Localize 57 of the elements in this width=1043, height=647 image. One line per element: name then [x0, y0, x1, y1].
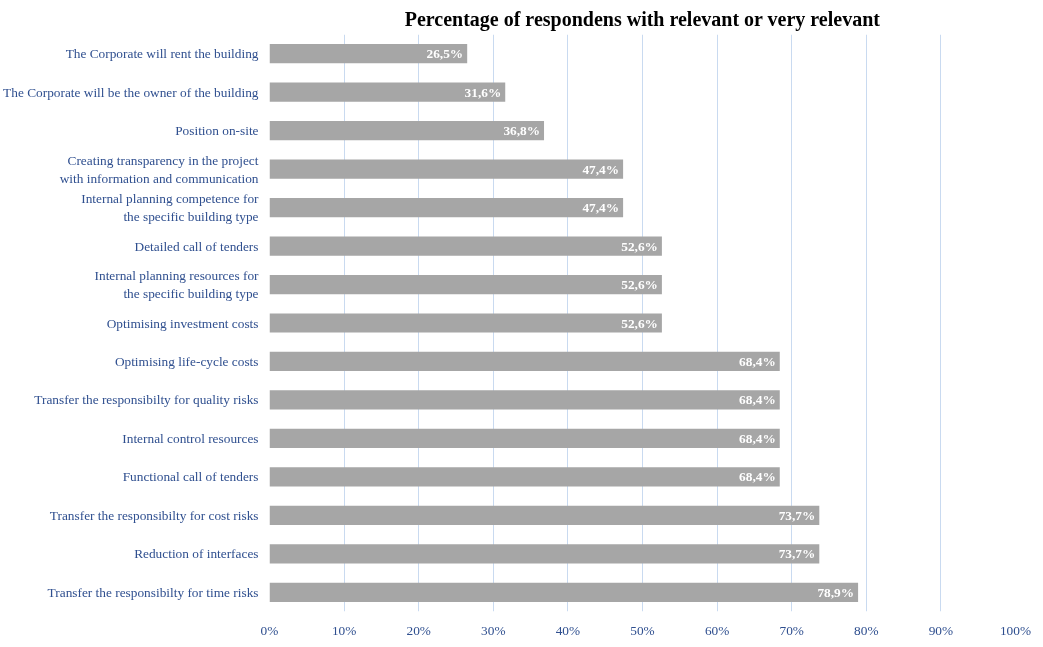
y-tick-label: Detailed call of tenders: [134, 238, 259, 254]
x-tick-label: 100%: [999, 622, 1032, 638]
y-tick-label: The Corporate will be the owner of the building: [3, 84, 259, 100]
x-tick-label: 40%: [555, 622, 581, 638]
x-tick-label: 80%: [854, 622, 879, 638]
bar: [269, 159, 624, 179]
bar: [269, 351, 780, 372]
x-tick-label: 30%: [481, 622, 506, 638]
bar: [269, 197, 624, 218]
y-tick-label: The Corporate will rent the building: [65, 46, 259, 62]
data-label: 31,6%: [464, 84, 502, 100]
y-tick-label: Position on-site: [175, 123, 259, 139]
x-tick-label: 90%: [928, 622, 954, 638]
data-label: 47,4%: [582, 200, 620, 216]
y-tick-label: Optimising life-cycle costs: [114, 353, 259, 369]
data-label: 47,4%: [582, 161, 620, 177]
y-tick-label: Reduction of interfaces: [134, 546, 259, 562]
y-tick-label: Creating transparency in the project with information and communication: [59, 152, 259, 186]
bar: [269, 313, 662, 333]
y-tick-label: Internal planning resources for the specific building type: [94, 268, 260, 302]
data-label: 68,4%: [739, 430, 776, 446]
bar: [269, 544, 820, 564]
data-label: 36,8%: [503, 123, 541, 139]
bar: [269, 82, 506, 102]
data-label: 68,4%: [739, 353, 776, 369]
chart-title: Percentage of respondens with relevant or very relevant: [404, 7, 881, 31]
data-label: 52,6%: [621, 277, 658, 293]
x-tick-label: 0%: [260, 622, 279, 638]
bar: [269, 236, 662, 256]
data-label: 73,7%: [778, 546, 816, 562]
data-label: 73,7%: [778, 507, 816, 523]
data-label: 52,6%: [621, 238, 658, 254]
y-tick-label: Functional call of tenders: [122, 469, 259, 485]
data-label: 68,4%: [739, 469, 776, 485]
data-label: 68,4%: [739, 392, 776, 408]
bar: [269, 467, 780, 487]
x-tick-label: 70%: [779, 622, 804, 638]
y-tick-label: Transfer the responsibilty for cost risks: [49, 507, 259, 523]
bar: [269, 390, 780, 410]
bar: [269, 428, 780, 449]
x-tick-label: 10%: [331, 622, 357, 638]
x-tick-label: 50%: [630, 622, 655, 638]
x-tick-label: 60%: [704, 622, 730, 638]
y-tick-label: Internal control resources: [122, 430, 259, 446]
bar: [269, 505, 820, 525]
bar: [269, 274, 662, 295]
bar: [269, 582, 859, 602]
y-tick-label: Transfer the responsibilty for time risks: [47, 584, 259, 600]
y-tick-label: Internal planning competence for the specific building type: [81, 191, 260, 225]
x-tick-label: 20%: [406, 622, 431, 638]
data-label: 52,6%: [621, 315, 658, 331]
data-label: 26,5%: [426, 46, 464, 62]
y-tick-label: Transfer the responsibilty for quality risks: [34, 392, 259, 408]
bar: [269, 121, 545, 141]
bar: [269, 44, 468, 64]
data-label: 78,9%: [817, 584, 855, 600]
y-tick-label: Optimising investment costs: [106, 315, 259, 331]
